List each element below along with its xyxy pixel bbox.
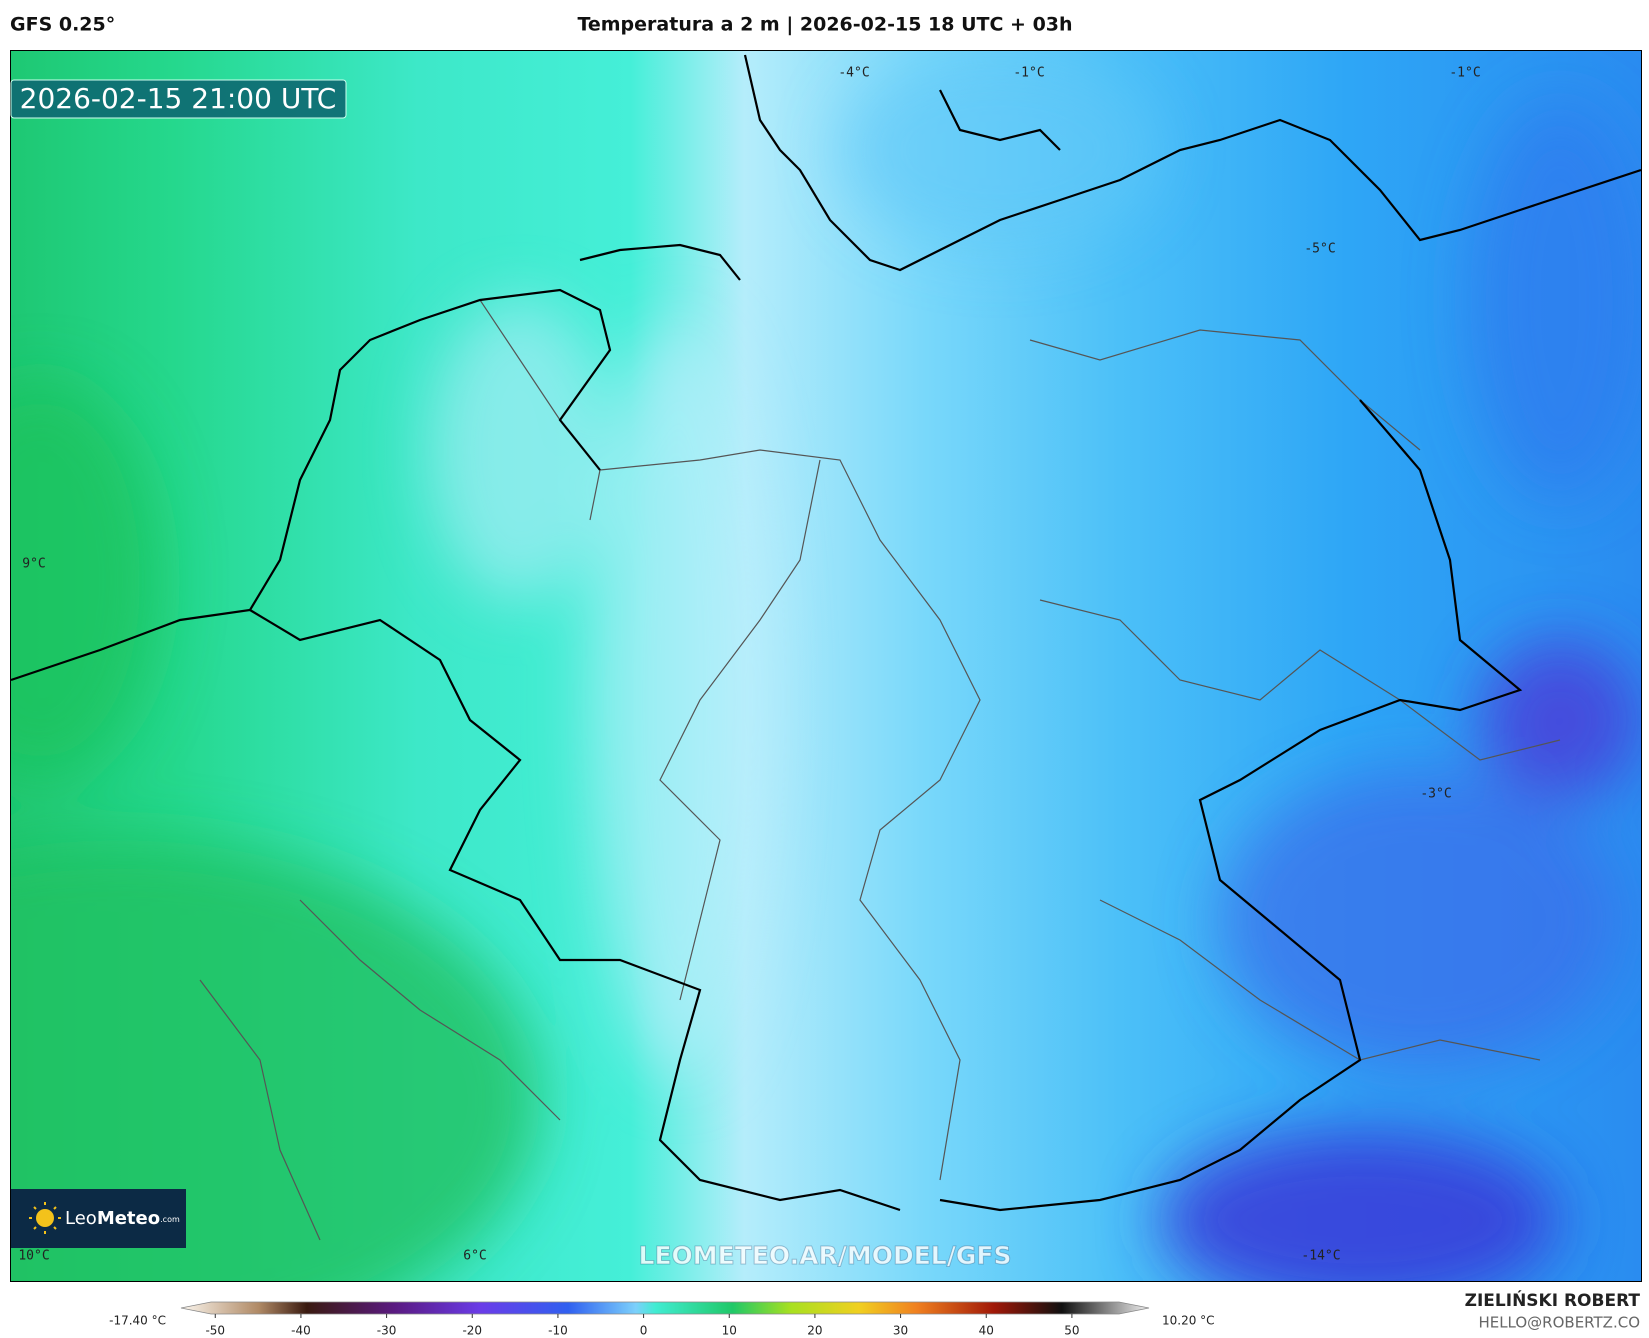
- email: HELLO@ROBERTZ.CO: [1478, 1314, 1640, 1332]
- contour-label: -1°C: [1013, 66, 1044, 81]
- colorbar-tick-label: -30: [377, 1324, 397, 1338]
- map-frame: [10, 50, 1642, 1282]
- contour-label: -5°C: [1304, 242, 1335, 257]
- colorbar-tick-label: 0: [640, 1324, 648, 1338]
- contour-label: -4°C: [838, 66, 869, 81]
- colorbar-tick-label: 10: [722, 1324, 737, 1338]
- colorbar-tick-label: -20: [462, 1324, 482, 1338]
- contour-label: -3°C: [1420, 787, 1451, 802]
- colorbar-tick-label: 30: [893, 1324, 908, 1338]
- valid-time-box: [10, 79, 347, 119]
- logo-sun: [36, 1209, 54, 1227]
- model-name: GFS 0.25°: [10, 14, 115, 36]
- contour-labels: -4°C -1°C -1°C -5°C 9°C -3°C 10°C 6°C -14°C: [18, 66, 1480, 1264]
- colorbar: -50 -40 -30 -20 -10 0 10 20 30 40 50: [180, 1301, 1150, 1338]
- borders: [199, 299, 1561, 1241]
- valid-time: 2026-02-15 21:00 UTC: [20, 82, 337, 115]
- colorbar-ramp: [180, 1301, 1150, 1315]
- colorbar-tick-label: -40: [291, 1324, 311, 1338]
- contour-label: 10°C: [18, 1249, 49, 1264]
- colorbar-max: 10.20 °C: [1162, 1314, 1215, 1328]
- logo-text: LeoMeteo.com: [65, 1208, 180, 1229]
- contour-label: 9°C: [22, 557, 45, 572]
- contour-label: -1°C: [1449, 66, 1480, 81]
- map: -4°C -1°C -1°C -5°C 9°C -3°C 10°C 6°C -14°C LEOM…: [11, 50, 1641, 1281]
- field-shading: [11, 50, 1641, 1281]
- coastlines: [11, 54, 1641, 1212]
- colorbar-min: -17.40 °C: [109, 1314, 166, 1328]
- author: ZIELIŃSKI ROBERT: [1465, 1289, 1641, 1311]
- map-title: Temperatura a 2 m | 2026-02-15 18 UTC + …: [577, 14, 1072, 36]
- contour-label: 6°C: [463, 1249, 486, 1264]
- colorbar-tick-label: -50: [205, 1324, 225, 1338]
- logo-rays: [29, 1202, 61, 1234]
- contour-label: -14°C: [1301, 1249, 1340, 1264]
- colorbar-tick-label: -10: [548, 1324, 568, 1338]
- colorbar-tick-label: 20: [807, 1324, 822, 1338]
- colorbar-tick-label: 50: [1064, 1324, 1079, 1338]
- colorbar-tick-label: 40: [979, 1324, 994, 1338]
- watermark: LEOMETEO.AR/MODEL/GFS: [639, 1241, 1012, 1270]
